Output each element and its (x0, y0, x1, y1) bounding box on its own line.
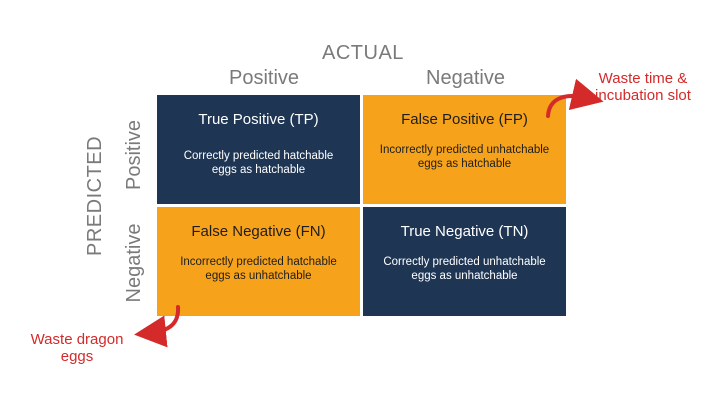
cell-description: Incorrectly predicted hatchable eggs as … (180, 256, 337, 282)
actual-axis-title: ACTUAL (322, 42, 404, 64)
cell-description: Incorrectly predicted unhatchable eggs a… (379, 144, 550, 170)
predicted-axis-title: PREDICTED (84, 135, 106, 256)
cell-title: False Negative (FN) (191, 223, 326, 240)
cell-true-negative: True Negative (TN) Correctly predicted u… (363, 207, 566, 316)
cell-description: Correctly predicted hatchable eggs as ha… (183, 150, 334, 176)
cell-title: True Negative (TN) (400, 223, 529, 240)
false-positive-note: Waste time & incubation slot (595, 70, 691, 104)
row-label-negative: Negative (123, 223, 145, 303)
column-label-positive: Positive (229, 67, 300, 89)
cell-false-negative: False Negative (FN) Incorrectly predicte… (157, 207, 360, 316)
false-negative-note: Waste dragon eggs (30, 331, 124, 365)
cell-true-positive: True Positive (TP) Correctly predicted h… (157, 95, 360, 204)
column-label-negative: Negative (426, 67, 505, 89)
row-label-positive: Positive (123, 119, 145, 191)
cell-title: True Positive (TP) (198, 111, 319, 128)
cell-description: Correctly predicted unhatchable eggs as … (383, 256, 546, 282)
cell-false-positive: False Positive (FP) Incorrectly predicte… (363, 95, 566, 204)
cell-title: False Positive (FP) (401, 111, 528, 128)
